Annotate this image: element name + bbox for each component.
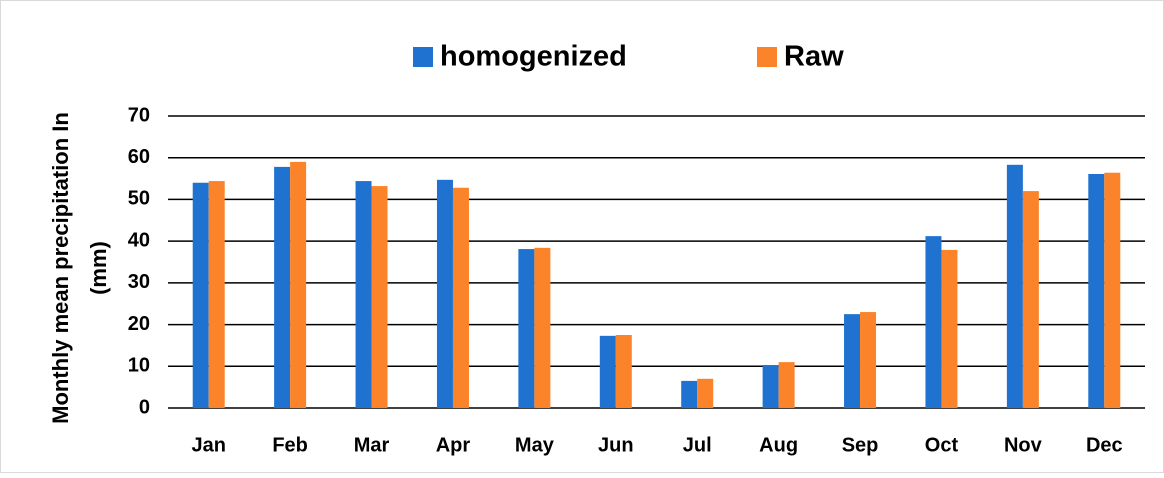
bar [192,182,209,408]
x-tick-label: May [515,434,555,456]
bar [844,314,861,408]
x-tick-label: Jul [683,434,712,456]
x-tick-label: Feb [272,434,308,456]
bar [599,335,616,408]
bar [452,187,469,408]
legend-swatch [413,47,433,67]
bar [860,312,877,408]
y-axis-label: Monthly mean precipitation In [48,112,73,424]
legend-label: homogenized [440,41,627,73]
bar [355,181,372,408]
bar [615,335,632,408]
bar [1088,173,1105,408]
bar [371,186,388,408]
x-tick-label: Aug [759,434,798,456]
bar [274,166,291,408]
bar [1022,191,1039,408]
x-tick-label: Sep [842,434,879,456]
x-tick-label: Dec [1086,434,1123,456]
bar [697,378,714,408]
legend-swatch [757,47,777,67]
x-tick-label: Apr [436,434,471,456]
bar [208,181,225,408]
y-tick-label: 20 [128,313,150,335]
bar [925,236,942,408]
y-tick-label: 0 [139,396,150,418]
bar [1104,172,1121,408]
x-tick-label: Oct [925,434,959,456]
x-tick-label: Mar [354,434,390,456]
bar [1006,164,1023,408]
bar [436,179,453,408]
y-axis-label: (mm) [86,241,111,295]
y-tick-label: 10 [128,355,150,377]
bar [518,249,535,408]
bar [681,380,698,408]
bar [762,365,779,408]
x-tick-label: Jun [598,434,634,456]
bar [941,249,958,408]
legend-label: Raw [784,41,844,73]
y-tick-label: 40 [128,229,150,251]
y-tick-label: 30 [128,271,150,293]
y-tick-label: 60 [128,146,150,168]
x-tick-label: Nov [1004,434,1043,456]
y-tick-label: 50 [128,188,150,210]
bar [778,362,795,408]
bar [534,247,551,408]
y-tick-label: 70 [128,104,150,126]
x-tick-label: Jan [191,434,225,456]
bar [290,161,307,408]
